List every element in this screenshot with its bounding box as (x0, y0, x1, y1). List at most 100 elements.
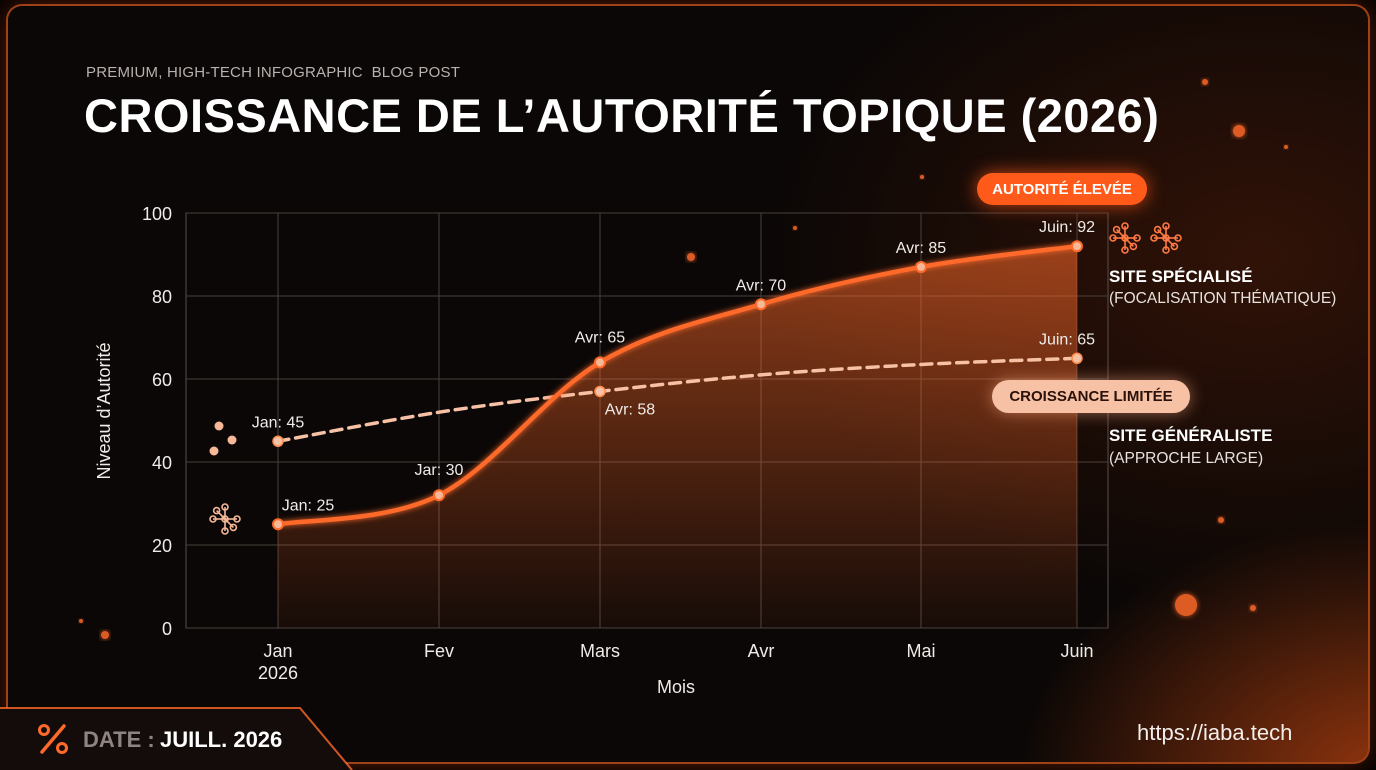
y-tick-label: 100 (142, 204, 172, 224)
site-url: https://iaba.tech (1137, 720, 1293, 745)
network-node (1150, 234, 1158, 242)
scatter-dot (227, 435, 237, 445)
particle (79, 619, 83, 623)
chart-axes: Mois Niveau d’Autorité (94, 342, 695, 697)
specialized-point (594, 356, 606, 369)
specialized-data-label: Avr: 85 (896, 240, 947, 257)
y-tick-label: 20 (152, 536, 172, 556)
network-cluster-icon (209, 503, 241, 535)
x-tick-label: Avr (748, 641, 775, 661)
network-link (1116, 229, 1126, 239)
network-link (224, 518, 234, 528)
network-node (1129, 242, 1138, 251)
network-node (1133, 234, 1141, 242)
network-node (212, 506, 221, 515)
date-label: DATE : (83, 727, 155, 752)
network-node (1174, 234, 1182, 242)
specialized-site-subtitle: (FOCALISATION THÉMATIQUE) (1109, 290, 1337, 307)
footer-date-tab (0, 708, 352, 770)
x-tick-label: Juin (1060, 641, 1093, 661)
network-node (209, 515, 217, 523)
scattered-dots-icon (209, 421, 237, 456)
y-tick-label: 80 (152, 287, 172, 307)
particle (1202, 79, 1208, 85)
network-link (216, 510, 226, 520)
specialized-data-label: Avr: 70 (736, 277, 787, 294)
generalist-data-label: Juin: 65 (1039, 331, 1095, 348)
generalist-site-title: SITE GÉNÉRALISTE (1109, 426, 1273, 445)
footer-tab-edge (0, 707, 353, 770)
x-tick-label: Jan (263, 641, 292, 661)
x-axis-title: Mois (657, 677, 695, 697)
y-tick-label: 60 (152, 370, 172, 390)
specialized-site-title: SITE SPÉCIALISÉ (1109, 267, 1253, 286)
network-node (1162, 234, 1170, 242)
network-node (221, 515, 229, 523)
decorative-particles (79, 79, 1288, 639)
network-node (1121, 246, 1129, 254)
network-node (229, 523, 238, 532)
x-tick-label: Mars (580, 641, 620, 661)
network-node (1109, 234, 1117, 242)
specialized-point (433, 489, 445, 502)
particle (1250, 605, 1256, 611)
particle (1175, 594, 1197, 616)
y-tick-label: 0 (162, 619, 172, 639)
particle (1284, 145, 1288, 149)
generalist-point (1071, 352, 1083, 364)
generalist-data-label: Avr: 58 (605, 401, 656, 418)
series-lines (276, 243, 1079, 527)
series-points (272, 240, 1083, 531)
network-node (1121, 234, 1129, 242)
date-value: JUILL. 2026 (160, 727, 283, 752)
kicker-text: PREMIUM, HIGH-TECH INFOGRAPHIC BLOG POST (86, 64, 461, 81)
network-link (1124, 237, 1134, 247)
specialized-data-label: Jan: 25 (282, 497, 335, 514)
specialized-point (915, 260, 927, 273)
network-node (1170, 242, 1179, 251)
specialized-line (277, 243, 1078, 527)
network-cluster-icon (1109, 222, 1141, 254)
data-labels: Jan: 25 Jar: 30 Avr: 65 Avr: 70 Avr: 85 Juin:… (252, 219, 1095, 514)
specialized-point (1071, 240, 1083, 253)
generalist-point (272, 435, 284, 447)
particle (793, 226, 797, 230)
network-node (1162, 246, 1170, 254)
specialized-data-label: Juin: 92 (1039, 219, 1095, 236)
x-tick-label: 2026 (258, 663, 298, 683)
specialized-area (278, 246, 1077, 628)
network-node (1121, 222, 1129, 230)
network-node (1162, 222, 1170, 230)
network-node (233, 515, 241, 523)
specialized-area-fill (278, 246, 1077, 628)
network-link (1165, 237, 1175, 247)
generalist-site-subtitle: (APPROCHE LARGE) (1109, 450, 1264, 467)
generalist-point (594, 385, 606, 398)
specialized-data-label: Jar: 30 (415, 462, 464, 479)
particle (1233, 125, 1245, 137)
network-node (1153, 225, 1162, 234)
y-tick-label: 40 (152, 453, 172, 473)
network-node (1112, 225, 1121, 234)
generalist-line (276, 356, 1079, 443)
network-node (221, 527, 229, 535)
x-tick-label: Mai (906, 641, 935, 661)
page-title: CROISSANCE DE L’AUTORITÉ TOPIQUE (2026) (84, 89, 1160, 142)
scatter-dot (214, 421, 224, 431)
x-tick-label: Fev (424, 641, 454, 661)
particle (1218, 517, 1224, 523)
particle (101, 631, 109, 639)
generalist-data-label: Jan: 45 (252, 414, 305, 431)
scatter-dot (209, 446, 219, 456)
badge-limited-growth: CROISSANCE LIMITÉE (992, 380, 1190, 413)
particle (920, 175, 924, 179)
particle (687, 253, 695, 261)
badge-high-authority: AUTORITÉ ÉLEVÉE (977, 173, 1147, 205)
specialized-data-label: Avr: 65 (575, 329, 626, 346)
y-axis-title: Niveau d’Autorité (94, 342, 114, 479)
network-node (221, 503, 229, 511)
percent-slash-icon (38, 724, 68, 754)
specialized-point (272, 518, 284, 531)
legend-icons (209, 222, 1182, 535)
